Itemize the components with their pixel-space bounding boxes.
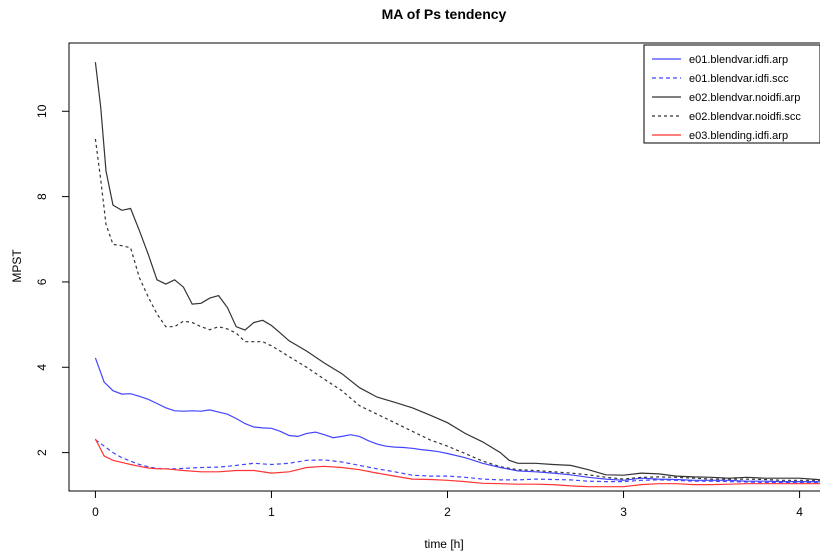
y-tick-label: 2: [35, 449, 49, 456]
x-axis: 0 1 2 3 4: [92, 491, 803, 519]
legend-box: [643, 44, 820, 144]
legend-label-1: e01.blendvar.idfi.arp: [689, 54, 788, 66]
x-axis-label: time [h]: [424, 537, 463, 551]
y-tick-label: 10: [35, 104, 49, 118]
series-line-5: [94, 438, 820, 488]
x-tick-label: 4: [796, 505, 803, 519]
series-line-4: [94, 138, 820, 481]
legend-label-2: e01.blendvar.idfi.scc: [689, 73, 789, 85]
x-tick-label: 1: [268, 505, 275, 519]
y-axis: 2 4 6 8 10: [35, 104, 69, 456]
series-line-1: [94, 357, 820, 483]
y-axis-label: MPST: [10, 249, 24, 283]
legend-label-4: e02.blendvar.noidfi.scc: [689, 111, 801, 123]
legend-label-3: e02.blendvar.noidfi.arp: [689, 92, 800, 104]
legend: e01.blendvar.idfi.arp e01.blendvar.idfi.s…: [643, 44, 820, 144]
x-tick-label: 3: [620, 505, 627, 519]
series-line-2: [95, 439, 820, 484]
y-tick-label: 4: [35, 364, 49, 371]
series-line-3: [94, 62, 820, 481]
y-tick-label: 6: [35, 278, 49, 285]
legend-label-5: e03.blending.idfi.arp: [689, 130, 788, 142]
y-tick-label: 8: [35, 193, 49, 200]
chart-title: MA of Ps tendency: [382, 6, 507, 22]
series-layer: [94, 62, 820, 488]
x-tick-label: 0: [92, 505, 99, 519]
x-tick-label: 2: [444, 505, 451, 519]
